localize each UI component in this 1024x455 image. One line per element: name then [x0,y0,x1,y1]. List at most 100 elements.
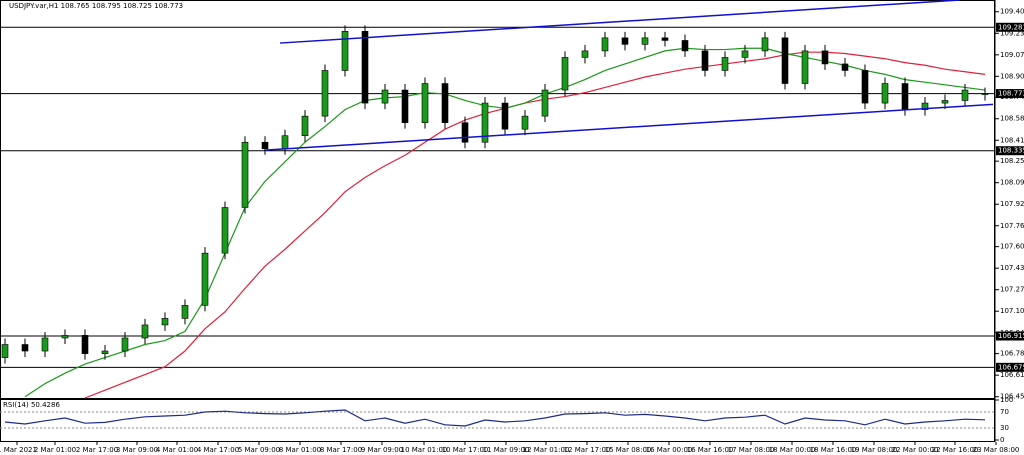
rsi-line [4,409,986,427]
y-tick-label: 108.255 [1000,157,1024,165]
x-tick-label: 2 Mar 17:00 [76,446,118,454]
candle-body [61,335,69,339]
ma-slow [84,51,986,399]
x-tick-label: 3 Mar 09:00 [116,446,158,454]
candle-body [881,83,889,104]
y-tick-label: 106.615 [1000,371,1024,379]
y-tick-label: 107.925 [1000,200,1024,208]
x-tick-label: 18 Mar 16:00 [810,446,857,454]
x-tick-label: 11 Mar 09:00 [483,446,530,454]
x-tick-label: 4 Mar 17:00 [197,446,239,454]
y-tick-label: 109.235 [1000,29,1024,37]
x-tick-label: 2 Mar 01:00 [34,446,76,454]
candle-body [21,344,29,352]
candle-body [41,337,49,352]
rsi-tick-label: 0 [1000,436,1004,444]
channel-line [279,0,961,44]
x-tick-label: 16 Mar 16:00 [687,446,734,454]
candle-body [501,102,509,130]
candle-body [661,37,669,41]
x-tick-label: 12 Mar 01:00 [523,446,570,454]
y-tick-label: 109.400 [1000,8,1024,16]
level-label: 106.915 [998,332,1024,340]
y-tick-label: 106.780 [1000,350,1024,358]
candle-body [101,350,109,354]
candle-body [981,93,989,95]
rsi-tick-label: 70 [1000,408,1009,416]
rsi-tick-label: 30 [1000,424,1009,432]
channel-line [264,103,994,151]
candle-body [941,100,949,104]
x-tick-label: 8 Mar 17:00 [320,446,362,454]
candle-body [281,135,289,150]
x-tick-label: 12 Mar 17:00 [564,446,611,454]
x-tick-label: 9 Mar 09:00 [361,446,403,454]
candle-body [241,141,249,208]
candle-body [261,141,269,150]
y-tick-label: 107.270 [1000,286,1024,294]
x-tick-label: 16 Mar 00:00 [646,446,693,454]
x-tick-label: 18 Mar 00:00 [769,446,816,454]
level-tag [996,146,1024,156]
y-tick-label: 109.070 [1000,51,1024,59]
candle-body [581,50,589,58]
x-tick-label: 10 Mar 01:00 [401,446,448,454]
level-tag [996,331,1024,341]
x-tick-label: 5 Mar 09:00 [238,446,280,454]
y-tick-label: 108.415 [1000,136,1024,144]
x-tick-label: 23 Mar 08:00 [973,446,1020,454]
candle-body [201,252,209,306]
level-label: 109.281 [998,23,1024,31]
candle-body [961,89,969,101]
y-tick-label: 107.760 [1000,222,1024,230]
candle-body [681,40,689,52]
candle-body [181,305,189,319]
candle-body [721,57,729,71]
x-tick-label: 15 Mar 08:00 [605,446,652,454]
y-tick-label: 108.580 [1000,115,1024,123]
candle-body [401,89,409,123]
level-label: 108.773 [998,90,1024,98]
candle-body [81,335,89,354]
candle-body [121,337,129,352]
candle-body [341,31,349,71]
rsi-label: RSI(14) 50.4286 [3,401,60,409]
y-tick-label: 107.105 [1000,307,1024,315]
candle-body [301,115,309,137]
candle-body [701,50,709,71]
candle-body [141,324,149,339]
y-tick-label: 107.435 [1000,264,1024,272]
candle-body [921,102,929,110]
candle-body [461,122,469,143]
candle-body [381,89,389,104]
candle-body [521,115,529,130]
x-tick-label: 22 Mar 16:00 [932,446,979,454]
x-tick-label: 1 Mar 2021 [0,446,37,454]
candle-body [221,207,229,254]
x-tick-label: 17 Mar 08:00 [728,446,775,454]
candle-body [361,31,369,104]
candle-body [801,50,809,84]
candle-body [1,344,9,358]
candle-body [781,37,789,84]
candle-body [541,89,549,117]
x-tick-label: 22 Mar 00:00 [892,446,939,454]
candle-body [841,63,849,71]
candle-body [321,70,329,117]
y-tick-label: 107.600 [1000,243,1024,251]
candle-body [821,50,829,65]
candle-body [761,37,769,52]
level-label: 106.675 [998,363,1024,371]
candle-body [481,102,489,143]
chart-title: USDJPY.var,H1 108.765 108.795 108.725 10… [9,2,183,10]
x-tick-label: 19 Mar 08:00 [851,446,898,454]
candle-body [161,318,169,326]
candle-body [861,70,869,104]
level-tag [996,22,1024,32]
x-tick-label: 10 Mar 17:00 [442,446,489,454]
rsi-tick-label: 100 [1000,396,1013,404]
candle-body [421,83,429,123]
candle-body [601,37,609,52]
y-tick-label: 106.450 [1000,393,1024,401]
